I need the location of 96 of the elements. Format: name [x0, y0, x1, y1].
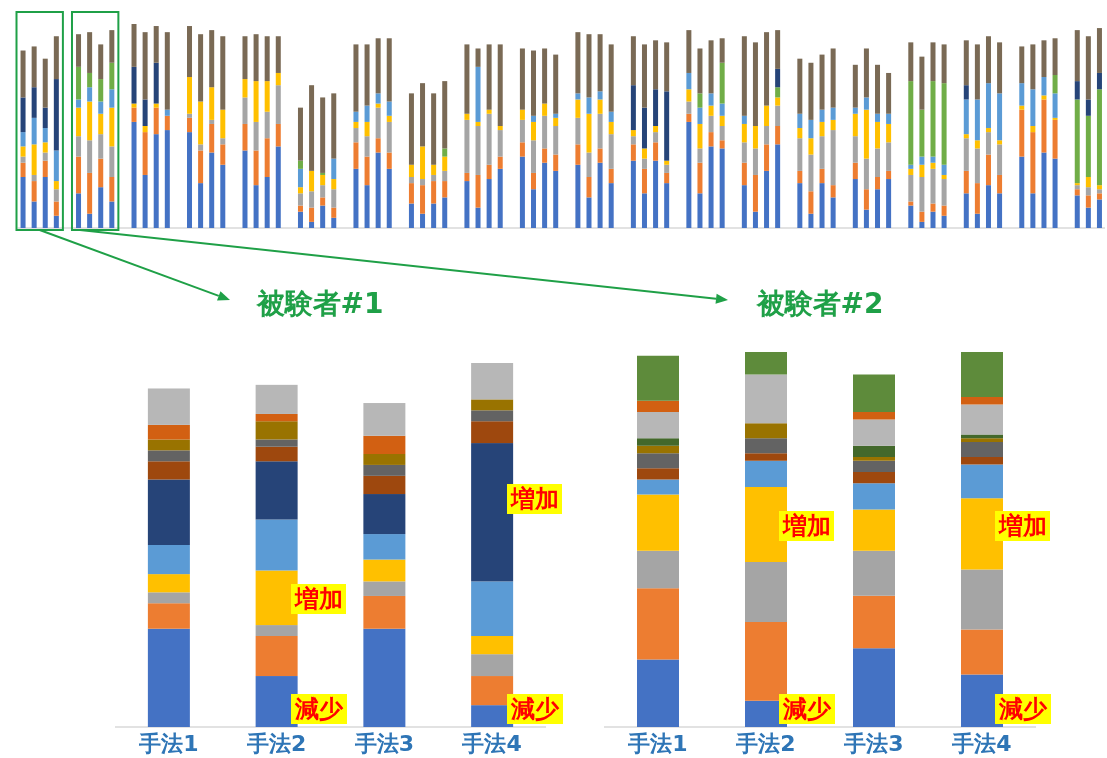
bar [745, 438, 787, 454]
bar [363, 628, 406, 727]
bar [961, 569, 1003, 630]
bar [255, 625, 298, 636]
bar [745, 460, 787, 487]
bar [363, 595, 406, 629]
bar [471, 421, 514, 444]
bar [853, 550, 895, 596]
annotation: 増加 [998, 512, 1047, 540]
annotation: 減少 [294, 695, 344, 723]
annotation: 増加 [782, 512, 831, 540]
bar [853, 483, 895, 510]
bar [853, 445, 895, 457]
chart-title: 被験者#2 [754, 287, 884, 320]
annotation: 減少 [510, 695, 560, 723]
x-tick-label: 手法3 [843, 731, 904, 756]
bar [637, 588, 679, 660]
bar [363, 435, 406, 454]
bar [637, 412, 679, 439]
bar [745, 374, 787, 424]
bar [853, 509, 895, 551]
bar [961, 397, 1003, 405]
bar [471, 654, 514, 677]
bar [961, 464, 1003, 499]
bar [853, 374, 895, 412]
bar [255, 446, 298, 462]
annotation: 減少 [782, 695, 832, 723]
x-tick-label: 手法2 [245, 731, 307, 756]
bar [255, 384, 298, 414]
bar [961, 442, 1003, 457]
bar [363, 403, 406, 436]
bar [745, 423, 787, 439]
bar [471, 636, 514, 655]
bar [961, 629, 1003, 675]
bar [255, 636, 298, 677]
bar [853, 648, 895, 727]
bar [147, 628, 190, 727]
bar [853, 457, 895, 461]
bar [363, 559, 406, 582]
bar [147, 479, 190, 545]
bar [745, 352, 787, 375]
bar [637, 550, 679, 589]
bar [637, 355, 679, 401]
bar [255, 413, 298, 422]
bar [147, 603, 190, 629]
bar [745, 453, 787, 461]
bar [637, 494, 679, 551]
bar [637, 659, 679, 727]
bar [471, 410, 514, 422]
bar [961, 404, 1003, 435]
bar [255, 519, 298, 571]
bar [147, 592, 190, 604]
bar [853, 419, 895, 446]
bar [745, 562, 787, 622]
annotation: 増加 [294, 585, 343, 613]
bar [255, 439, 298, 447]
bar [363, 581, 406, 596]
bar [471, 581, 514, 636]
bar [853, 412, 895, 420]
x-tick-label: 手法4 [951, 731, 1012, 756]
bar [637, 453, 679, 469]
bar [961, 438, 1003, 442]
bar [363, 534, 406, 560]
annotation: 増加 [510, 485, 559, 513]
bar [637, 479, 679, 495]
bar [363, 454, 406, 465]
bar [363, 494, 406, 535]
bar [147, 439, 190, 451]
bar [853, 595, 895, 649]
bar [147, 450, 190, 462]
bar [147, 574, 190, 593]
bar [147, 461, 190, 480]
annotation: 減少 [998, 695, 1048, 723]
x-tick-label: 手法1 [627, 731, 688, 756]
bar [853, 460, 895, 472]
bar [471, 363, 514, 400]
bar [363, 464, 406, 476]
bar [637, 400, 679, 412]
bar [471, 399, 514, 411]
bar [961, 457, 1003, 465]
chart-title: 被験者#1 [254, 287, 384, 320]
bar [637, 438, 679, 446]
x-tick-label: 手法3 [353, 731, 415, 756]
x-tick-label: 手法4 [461, 731, 522, 756]
bar [147, 545, 190, 575]
bar [147, 388, 190, 425]
bar [853, 472, 895, 484]
bar [255, 461, 298, 520]
x-tick-label: 手法2 [735, 731, 796, 756]
bar [637, 468, 679, 480]
bar [637, 445, 679, 454]
bar [363, 475, 406, 495]
bar [255, 421, 298, 440]
bar [961, 352, 1003, 397]
bar [147, 424, 190, 440]
x-tick-label: 手法1 [138, 731, 199, 756]
